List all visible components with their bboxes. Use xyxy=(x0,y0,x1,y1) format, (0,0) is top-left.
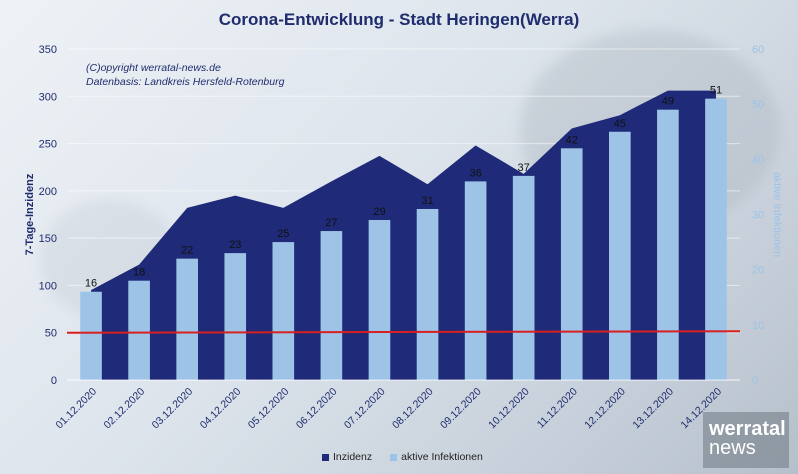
x-tick-label: 13.12.2020 xyxy=(630,386,676,432)
x-tick-label: 05.12.2020 xyxy=(246,386,292,432)
infektionen-bar xyxy=(224,253,247,380)
y-right-tick-label: 10 xyxy=(752,320,764,332)
x-tick-label: 03.12.2020 xyxy=(150,386,196,432)
legend-item-inzidenz: Inzidenz xyxy=(322,451,372,463)
chart-title: Corona-Entwicklung - Stadt Heringen(Werr… xyxy=(218,10,580,29)
y-left-tick-label: 200 xyxy=(39,186,57,198)
x-tick-label: 07.12.2020 xyxy=(342,386,388,432)
x-tick-label: 10.12.2020 xyxy=(486,386,532,432)
y-right-tick-label: 30 xyxy=(752,210,764,222)
legend: Inzidenz aktive Infektionen xyxy=(322,451,483,463)
x-tick-label: 08.12.2020 xyxy=(390,386,436,432)
bar-data-label: 51 xyxy=(710,85,722,97)
legend-label-infektionen: aktive Infektionen xyxy=(401,451,483,463)
bar-data-label: 49 xyxy=(662,96,674,108)
bar-data-label: 42 xyxy=(566,134,578,146)
legend-item-infektionen: aktive Infektionen xyxy=(390,451,483,463)
y-left-tick-label: 0 xyxy=(51,375,57,387)
werratal-news-logo: werratal news xyxy=(703,412,789,468)
infektionen-bar xyxy=(705,98,727,381)
bar-data-label: 37 xyxy=(518,162,530,174)
x-tick-label: 02.12.2020 xyxy=(102,386,148,432)
y-left-tick-label: 50 xyxy=(45,328,57,340)
bar-data-label: 29 xyxy=(373,206,385,218)
bar-data-label: 36 xyxy=(469,167,481,179)
y-left-tick-label: 150 xyxy=(39,233,57,245)
y-right-tick-label: 20 xyxy=(752,265,764,277)
infektionen-bar xyxy=(272,242,295,380)
bar-data-label: 18 xyxy=(133,267,145,279)
logo-line-1: werratal xyxy=(709,418,786,440)
y-right-tick-label: 60 xyxy=(752,44,764,56)
x-tick-label: 11.12.2020 xyxy=(535,386,580,431)
infektionen-bar xyxy=(368,220,391,380)
copyright-text: (C)opyright werratal-news.de xyxy=(86,62,221,74)
bar-data-label: 25 xyxy=(277,228,289,240)
x-tick-label: 09.12.2020 xyxy=(438,386,484,432)
infektionen-bar xyxy=(560,148,583,380)
y-right-tick-label: 0 xyxy=(752,375,758,387)
y-right-tick-label: 40 xyxy=(752,154,764,166)
bar-data-label: 45 xyxy=(614,118,626,130)
bar-data-label: 22 xyxy=(181,245,193,257)
y-left-axis-title: 7-Tage-Inzidenz xyxy=(24,173,36,255)
data-source-text: Datenbasis: Landkreis Hersfeld-Rotenburg xyxy=(86,76,285,88)
infektionen-bar xyxy=(609,131,631,380)
x-tick-label: 12.12.2020 xyxy=(582,386,628,432)
infektionen-bar xyxy=(464,181,487,380)
threshold-line xyxy=(66,330,741,334)
infektionen-bar xyxy=(416,208,439,380)
y-right-axis-title: aktive Infektionen xyxy=(771,172,783,258)
x-tick-label: 04.12.2020 xyxy=(198,386,244,432)
bar-data-label: 27 xyxy=(325,217,337,229)
infektionen-bar xyxy=(128,280,150,380)
legend-swatch-inzidenz xyxy=(322,453,329,461)
x-tick-label: 06.12.2020 xyxy=(294,386,340,432)
infektionen-bar xyxy=(176,258,198,380)
legend-label-inzidenz: Inzidenz xyxy=(333,451,373,463)
y-left-tick-label: 350 xyxy=(39,44,57,56)
y-right-tick-label: 50 xyxy=(752,99,764,111)
legend-swatch-infektionen xyxy=(390,453,398,461)
y-left-tick-label: 100 xyxy=(39,280,57,292)
infektionen-bar xyxy=(80,291,102,380)
bar-data-label: 23 xyxy=(229,239,241,251)
infektionen-bar xyxy=(320,231,343,380)
infektionen-bar xyxy=(512,175,535,380)
logo-line-2: news xyxy=(709,437,756,459)
infektionen-bar xyxy=(657,109,679,380)
inzidenz-area xyxy=(91,90,716,381)
y-left-tick-label: 250 xyxy=(39,139,57,151)
y-left-tick-label: 300 xyxy=(39,91,57,103)
x-tick-label: 01.12.2020 xyxy=(54,386,100,432)
bar-data-label: 31 xyxy=(421,195,433,207)
bar-data-label: 16 xyxy=(85,278,97,290)
